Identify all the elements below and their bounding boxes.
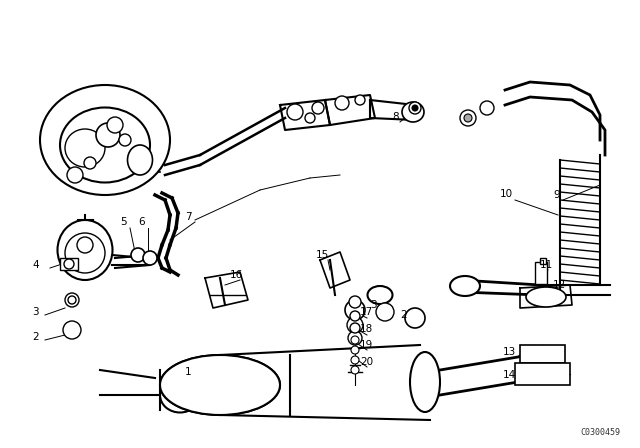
Circle shape [96, 123, 120, 147]
Ellipse shape [127, 145, 152, 175]
Circle shape [376, 303, 394, 321]
Ellipse shape [40, 85, 170, 195]
Text: 12: 12 [553, 280, 566, 290]
Circle shape [65, 293, 79, 307]
Ellipse shape [402, 102, 424, 122]
Bar [535, 262, 547, 284]
Text: 20: 20 [360, 357, 373, 367]
Circle shape [480, 101, 494, 115]
Circle shape [351, 366, 359, 374]
Circle shape [412, 105, 418, 111]
Circle shape [77, 237, 93, 253]
Text: 13: 13 [503, 347, 516, 357]
Text: 7: 7 [185, 212, 191, 222]
Circle shape [347, 317, 363, 333]
Circle shape [351, 336, 359, 344]
Circle shape [287, 104, 303, 120]
Circle shape [349, 296, 361, 308]
Bar [60, 258, 78, 270]
Circle shape [409, 102, 421, 114]
Text: 2: 2 [400, 310, 406, 320]
Ellipse shape [410, 352, 440, 412]
Circle shape [405, 308, 425, 328]
Circle shape [350, 323, 360, 333]
Circle shape [348, 331, 362, 345]
Text: 11: 11 [540, 260, 553, 270]
Circle shape [68, 296, 76, 304]
Ellipse shape [60, 108, 150, 182]
Circle shape [335, 96, 349, 110]
Text: 9: 9 [553, 190, 559, 200]
Text: C0300459: C0300459 [580, 427, 620, 436]
Circle shape [312, 102, 324, 114]
Circle shape [143, 251, 157, 265]
Ellipse shape [367, 286, 392, 304]
Bar [540, 258, 546, 264]
Text: 4: 4 [32, 260, 38, 270]
Ellipse shape [65, 233, 105, 273]
Circle shape [355, 95, 365, 105]
Circle shape [345, 300, 365, 320]
Text: 6: 6 [138, 217, 145, 227]
Text: 18: 18 [360, 324, 373, 334]
Text: 5: 5 [120, 217, 127, 227]
Circle shape [64, 259, 74, 269]
Circle shape [464, 114, 472, 122]
Text: 14: 14 [503, 370, 516, 380]
Ellipse shape [58, 220, 113, 280]
Ellipse shape [526, 287, 566, 307]
Text: 15: 15 [316, 250, 329, 260]
Text: 19: 19 [360, 340, 373, 350]
Circle shape [305, 113, 315, 123]
Ellipse shape [65, 129, 105, 167]
Circle shape [460, 110, 476, 126]
Text: 1: 1 [185, 367, 191, 377]
Bar [520, 345, 565, 363]
Circle shape [107, 117, 123, 133]
Text: 3: 3 [32, 307, 38, 317]
Text: 2: 2 [32, 332, 38, 342]
Circle shape [84, 157, 96, 169]
Text: 10: 10 [500, 189, 513, 199]
Circle shape [351, 346, 359, 354]
Circle shape [119, 134, 131, 146]
Text: 16: 16 [230, 270, 243, 280]
Text: 8: 8 [392, 112, 399, 122]
Bar [515, 363, 570, 385]
Circle shape [350, 311, 360, 321]
Circle shape [63, 321, 81, 339]
Circle shape [131, 248, 145, 262]
Ellipse shape [160, 355, 280, 415]
Ellipse shape [450, 276, 480, 296]
Circle shape [351, 356, 359, 364]
Text: 17: 17 [360, 307, 373, 317]
Circle shape [67, 167, 83, 183]
Text: 3: 3 [370, 300, 376, 310]
